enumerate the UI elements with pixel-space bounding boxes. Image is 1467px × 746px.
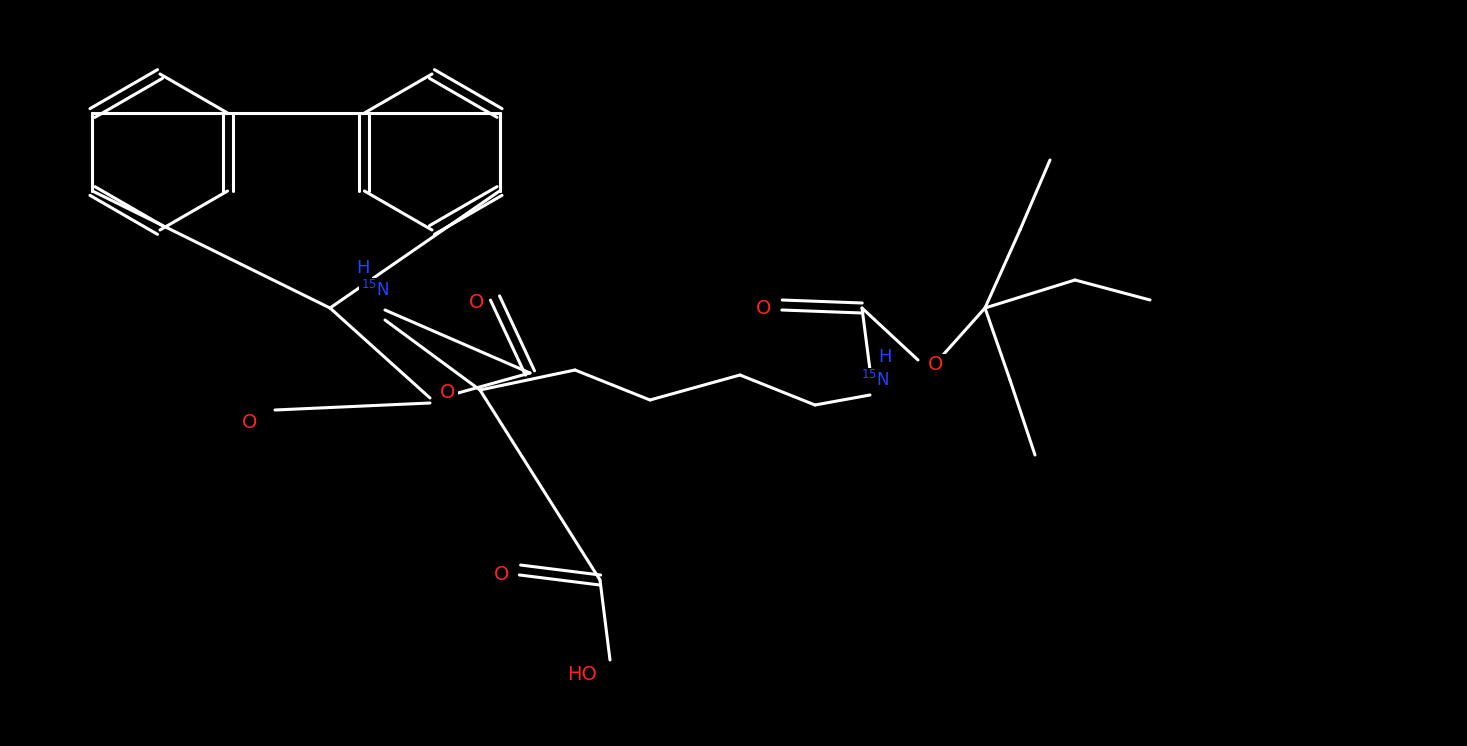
Text: $^{15}$N: $^{15}$N [861,370,889,390]
Text: HO: HO [568,665,597,685]
Text: $^{15}$N: $^{15}$N [361,280,389,300]
Text: O: O [757,298,772,318]
Text: H: H [879,348,892,366]
Text: O: O [242,413,258,433]
Text: O: O [929,356,943,374]
Text: H: H [356,259,370,277]
Text: O: O [469,293,484,313]
Text: O: O [440,383,456,403]
Text: O: O [494,565,509,585]
